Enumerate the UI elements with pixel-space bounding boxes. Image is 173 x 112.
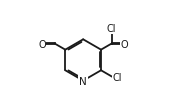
Text: Cl: Cl <box>112 72 122 82</box>
Text: N: N <box>79 76 87 86</box>
Text: O: O <box>38 39 46 49</box>
Text: Cl: Cl <box>107 24 116 34</box>
Text: O: O <box>120 39 128 49</box>
